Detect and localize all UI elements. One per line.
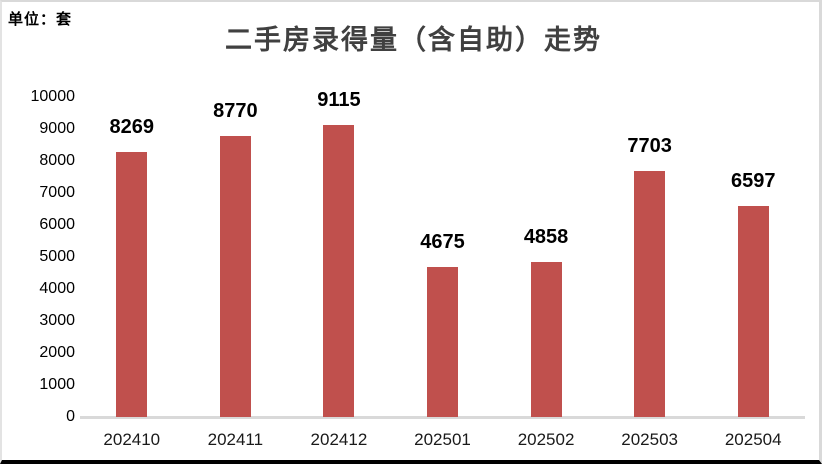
- bar-value-label: 9115: [317, 89, 361, 112]
- bar-value-label: 8269: [109, 116, 155, 139]
- y-axis-tick-label: 2000: [39, 344, 75, 361]
- x-axis-tick-label: 202504: [724, 430, 782, 449]
- x-axis-tick-label: 202502: [517, 430, 575, 449]
- y-axis-tick-label: 6000: [39, 216, 75, 233]
- x-axis-tick-label: 202412: [310, 430, 368, 449]
- unit-label: 单位：套: [8, 11, 73, 28]
- bar-202410: [116, 152, 148, 417]
- y-axis-tick-label: 9000: [39, 120, 75, 137]
- chart-title: 二手房录得量（含自助）走势: [225, 25, 602, 55]
- bar-value-label: 4858: [523, 225, 569, 248]
- bar-202411: [219, 136, 251, 417]
- bar-202504: [737, 205, 769, 417]
- bar-202412: [323, 125, 355, 417]
- bar-value-label: 4675: [420, 231, 465, 254]
- y-axis-tick-label: 0: [66, 408, 75, 425]
- y-axis-tick-label: 1000: [39, 376, 75, 393]
- y-axis-tick-label: 8000: [39, 152, 75, 169]
- y-axis-tick-label: 7000: [39, 184, 75, 201]
- y-axis-tick-label: 5000: [39, 248, 75, 265]
- bar-value-label: 8770: [213, 100, 258, 123]
- bar-202503: [634, 170, 666, 417]
- x-axis-line: [80, 416, 805, 419]
- y-axis-tick-label: 4000: [39, 280, 75, 297]
- x-axis-tick-label: 202410: [103, 430, 161, 449]
- x-axis-tick-label: 202501: [414, 430, 471, 449]
- bar-202501: [427, 267, 458, 417]
- y-axis-tick-label: 3000: [39, 312, 75, 329]
- bar-202502: [530, 261, 562, 417]
- x-axis-tick-label: 202503: [621, 430, 678, 449]
- chart-frame: [0, 0, 822, 464]
- bar-value-label: 6597: [730, 169, 776, 192]
- bar-value-label: 7703: [627, 134, 672, 157]
- x-axis-tick-label: 202411: [207, 430, 264, 449]
- y-axis-tick-label: 10000: [30, 88, 76, 105]
